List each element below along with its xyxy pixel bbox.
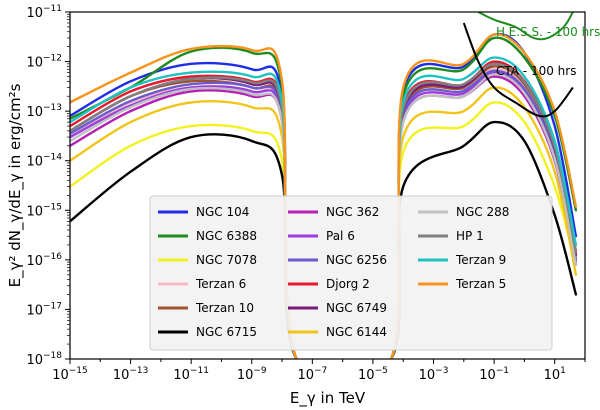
series-line-terzan-9 [70, 56, 578, 359]
series-line-ngc-7078 [70, 101, 578, 359]
y-tick-label: 10−17 [26, 301, 62, 318]
y-tick-label: 10−18 [26, 351, 62, 368]
series-line-hp-1 [70, 62, 578, 359]
legend-label: NGC 6144 [326, 325, 387, 339]
x-tick-label: 10−7 [297, 366, 327, 383]
sensitivity-curve-1 [462, 22, 574, 118]
legend-label: Terzan 9 [455, 253, 506, 267]
y-tick-label: 10−16 [26, 252, 62, 269]
legend-label: NGC 7078 [196, 253, 257, 267]
x-axis-ticks: 10−15 10−13 10−11 10−9 10−7 10−5 10−3 10−1 101 [52, 359, 586, 383]
legend-label: NGC 362 [326, 205, 379, 219]
sensitivity-curve-0 [477, 12, 574, 41]
x-tick-label: 10−13 [113, 366, 149, 383]
series-line-ngc-6144 [70, 86, 578, 359]
y-axis-label: E_γ² dN_γ/dE_γ in erg/cm²s [6, 83, 25, 287]
legend-label: Terzan 10 [195, 301, 254, 315]
x-tick-label: 101 [544, 366, 566, 383]
x-tick-label: 10−9 [237, 366, 267, 383]
axis-labels: E_γ in TeV E_γ² dN_γ/dE_γ in erg/cm²s [6, 83, 366, 408]
y-tick-label: 10−13 [26, 103, 62, 120]
legend-label: NGC 6256 [326, 253, 387, 267]
legend: NGC 104 NGC 6388 NGC 7078 Terzan 6 Terzan 10… [149, 195, 553, 351]
sensitivity-label-0: H.E.S.S. - 100 hrs [496, 25, 600, 39]
sensitivity-layer [462, 12, 574, 118]
series-line-ngc-288 [70, 73, 578, 359]
x-tick-label: 10−1 [479, 366, 509, 383]
legend-label: NGC 6715 [196, 325, 257, 339]
sensitivity-label-1: CTA - 100 hrs [496, 64, 576, 78]
legend-label: Terzan 6 [195, 277, 246, 291]
series-line-ngc-6388 [70, 36, 578, 359]
x-tick-label: 10−15 [52, 366, 88, 383]
legend-label: HP 1 [456, 229, 484, 243]
y-axis-ticks: 10−18 10−17 10−16 10−15 10−14 10−13 10−12 10−11 [26, 4, 70, 368]
plot-frame [69, 11, 586, 360]
x-axis-label: E_γ in TeV [290, 389, 366, 408]
series-line-ngc-6256 [70, 69, 578, 359]
legend-label: NGC 6749 [326, 301, 387, 315]
series-line-ngc-362 [70, 75, 578, 359]
x-tick-label: 10−5 [358, 366, 388, 383]
x-tick-label: 10−11 [173, 366, 209, 383]
legend-label: NGC 288 [456, 205, 509, 219]
legend-label: NGC 104 [196, 205, 249, 219]
legend-label: Djorg 2 [326, 277, 370, 291]
series-layer [70, 32, 578, 359]
y-tick-label: 10−15 [26, 202, 62, 219]
legend-label: Pal 6 [326, 229, 355, 243]
y-tick-label: 10−11 [26, 4, 62, 21]
series-line-ngc-6715 [70, 120, 578, 359]
x-tick-label: 10−3 [419, 366, 449, 383]
legend-label: Terzan 5 [455, 277, 506, 291]
legend-label: NGC 6388 [196, 229, 257, 243]
y-tick-label: 10−12 [26, 54, 62, 71]
series-line-terzan-5 [70, 33, 578, 359]
y-tick-label: 10−14 [26, 153, 62, 170]
